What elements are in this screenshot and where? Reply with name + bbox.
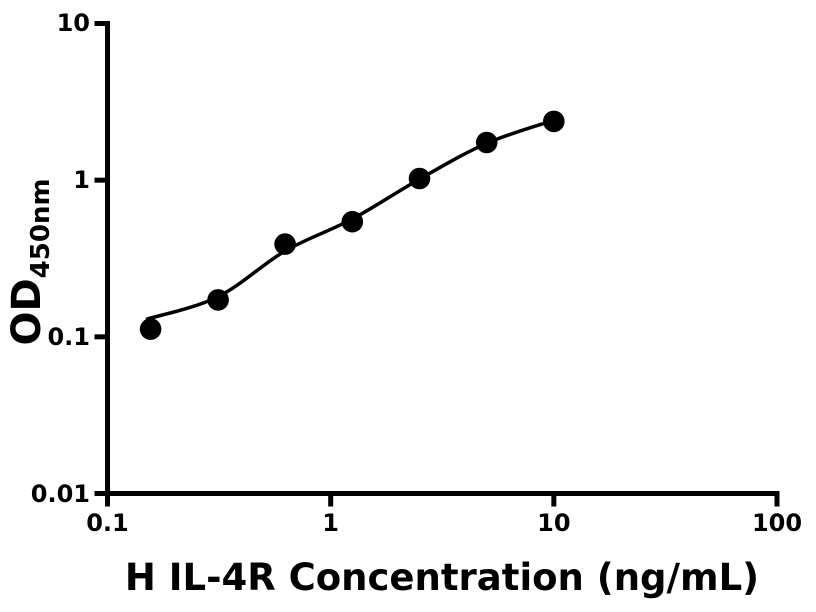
axes-group [94,20,780,507]
x-tick-label: 100 [751,509,803,537]
data-point [408,167,431,190]
data-point [207,289,229,311]
data-point [341,210,364,233]
x-tick-label: 1 [322,509,339,537]
x-tick-label: 0.1 [86,509,129,537]
y-axis-title: OD450nm [4,178,56,345]
x-axis-title: H IL-4R Concentration (ng/mL) [124,556,760,599]
data-point [543,110,565,133]
y-axis-title-subscript: 450nm [26,178,56,279]
data-points-group [139,110,565,340]
y-tick-label: 1 [73,166,90,195]
y-tick-label: 0.01 [30,479,90,508]
y-tick-label: 0.1 [47,322,90,351]
y-tick-label: 10 [56,9,90,38]
x-tick-label: 10 [537,509,571,537]
y-axis-title-main: OD [4,278,50,346]
data-point [475,131,498,154]
data-point [139,318,162,340]
data-point [274,233,296,255]
